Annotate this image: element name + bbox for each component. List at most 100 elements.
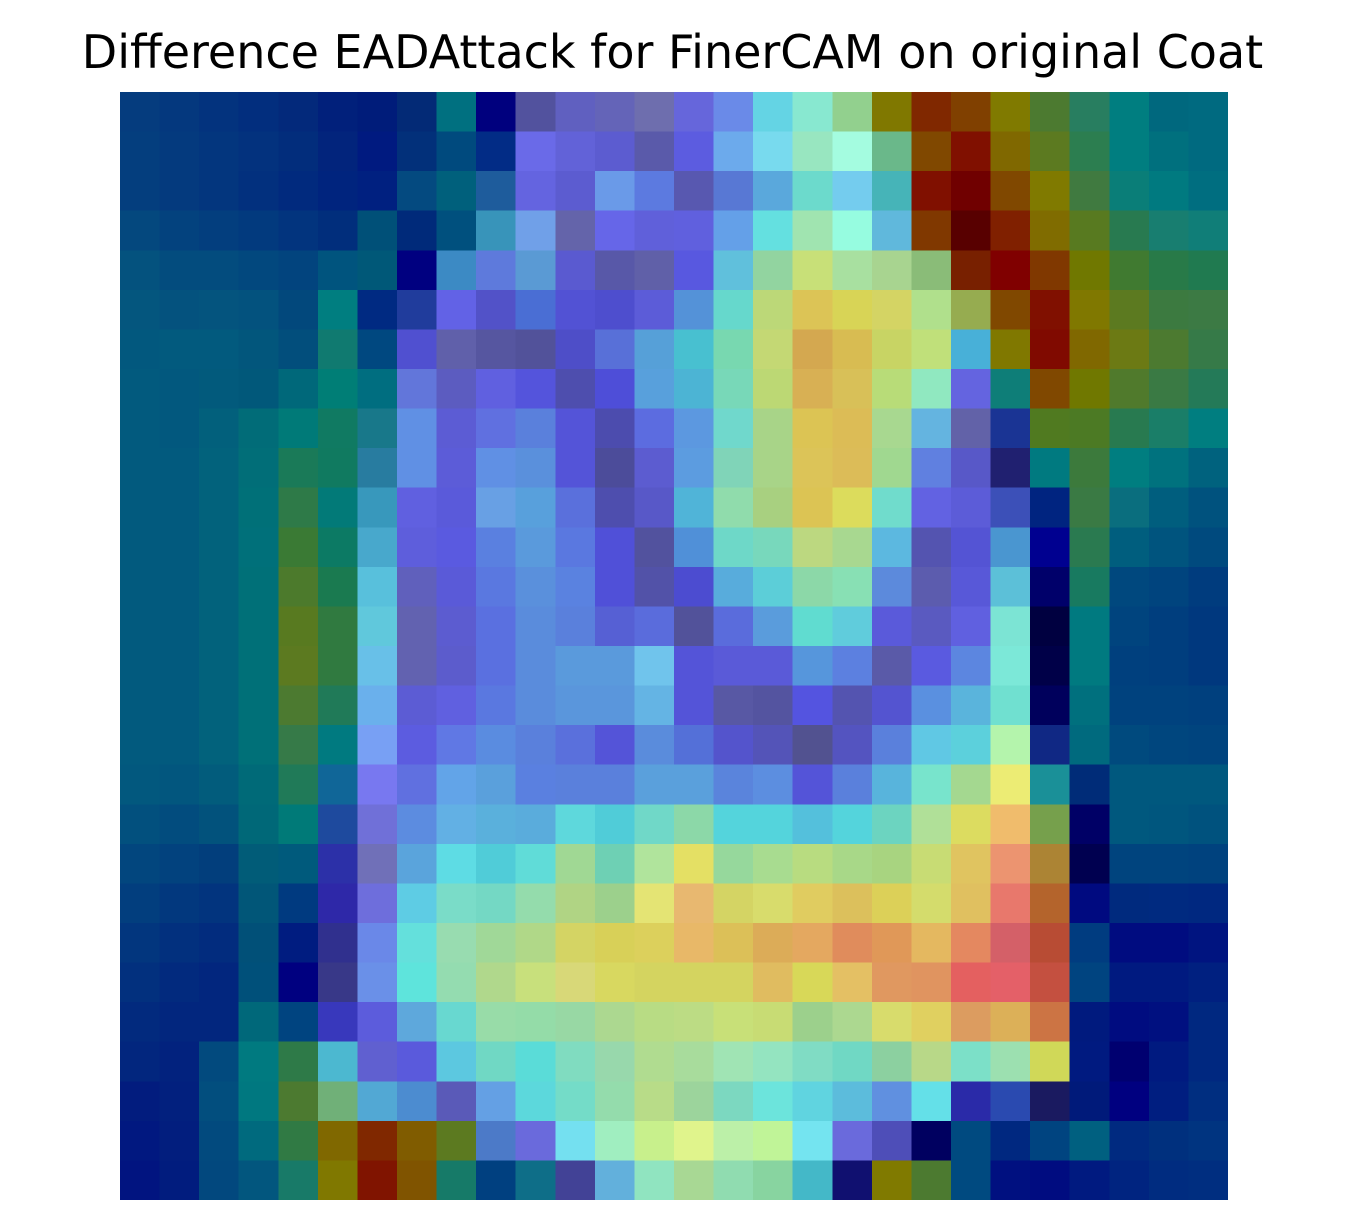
heatmap-cell	[951, 527, 992, 568]
heatmap-cell	[238, 329, 279, 370]
heatmap-cell	[159, 883, 200, 924]
heatmap-cell	[674, 527, 715, 568]
heatmap-cell	[1109, 1002, 1150, 1043]
heatmap-cell	[278, 566, 319, 608]
heatmap-cell	[555, 131, 596, 172]
heatmap-cell	[832, 685, 873, 726]
heatmap-cell	[990, 210, 1031, 251]
heatmap-cell	[1148, 764, 1190, 805]
heatmap-cell	[317, 1041, 359, 1082]
heatmap-cell	[436, 843, 477, 885]
heatmap-cell	[713, 448, 754, 489]
heatmap-cell	[594, 448, 636, 489]
heatmap-cell	[357, 843, 398, 885]
heatmap-cell	[120, 1081, 161, 1122]
heatmap-cell	[1069, 962, 1110, 1003]
heatmap-cell	[753, 923, 794, 964]
heatmap-cell	[1109, 92, 1150, 133]
heatmap-cell	[1069, 646, 1110, 687]
heatmap-cell	[634, 1041, 675, 1082]
heatmap-cell	[278, 131, 319, 172]
heatmap-cell	[317, 408, 359, 449]
heatmap-cell	[159, 210, 200, 251]
heatmap-cell	[753, 487, 794, 528]
heatmap-cell	[594, 646, 636, 687]
heatmap-cell	[871, 883, 913, 924]
heatmap-cell	[1148, 408, 1190, 449]
heatmap-cell	[1069, 923, 1110, 964]
heatmap-cell	[871, 131, 913, 172]
heatmap-cell	[1148, 448, 1190, 489]
heatmap-cell	[515, 685, 556, 726]
heatmap-cell	[871, 804, 913, 845]
heatmap-cell	[238, 131, 279, 172]
heatmap-cell	[357, 289, 398, 331]
heatmap-cell	[436, 210, 477, 251]
heatmap-cell	[317, 527, 359, 568]
heatmap-cell	[951, 289, 992, 331]
heatmap-cell	[357, 962, 398, 1003]
heatmap-cell	[159, 92, 200, 133]
heatmap-cell	[674, 369, 715, 410]
heatmap-cell	[317, 606, 359, 647]
heatmap-cell	[911, 725, 952, 766]
heatmap-cell	[357, 448, 398, 489]
heatmap-cell	[515, 369, 556, 410]
heatmap-cell	[515, 92, 556, 133]
heatmap-cell	[832, 527, 873, 568]
heatmap-cell	[753, 1120, 794, 1162]
heatmap-cell	[238, 606, 279, 647]
heatmap-cell	[1188, 171, 1228, 212]
heatmap-cell	[357, 1160, 398, 1200]
heatmap-cell	[1148, 1160, 1190, 1200]
heatmap-cell	[753, 646, 794, 687]
heatmap-cell	[1148, 883, 1190, 924]
heatmap-cell	[317, 962, 359, 1003]
heatmap-cell	[594, 250, 636, 291]
heatmap-cell	[832, 1002, 873, 1043]
heatmap-cell	[357, 527, 398, 568]
heatmap-cell	[397, 369, 438, 410]
heatmap-cell	[159, 804, 200, 845]
heatmap-cell	[594, 329, 636, 370]
heatmap-cell	[278, 369, 319, 410]
heatmap-cell	[674, 725, 715, 766]
heatmap-cell	[832, 131, 873, 172]
heatmap-cell	[990, 843, 1031, 885]
heatmap-cell	[832, 289, 873, 331]
heatmap-cell	[515, 210, 556, 251]
heatmap-cell	[397, 646, 438, 687]
heatmap-cell	[317, 685, 359, 726]
heatmap-cell	[436, 883, 477, 924]
heatmap-cell	[1148, 289, 1190, 331]
heatmap-cell	[911, 1041, 952, 1082]
heatmap-cell	[753, 289, 794, 331]
heatmap-cell	[713, 962, 754, 1003]
heatmap-cell	[871, 92, 913, 133]
heatmap-cell	[199, 92, 240, 133]
heatmap-cell	[990, 408, 1031, 449]
heatmap-cell	[317, 448, 359, 489]
heatmap-cell	[1109, 1160, 1150, 1200]
heatmap-cell	[476, 92, 517, 133]
heatmap-cell	[990, 92, 1031, 133]
heatmap-cell	[911, 646, 952, 687]
heatmap-cell	[199, 804, 240, 845]
heatmap	[120, 92, 1228, 1200]
heatmap-cell	[317, 725, 359, 766]
heatmap-cell	[634, 210, 675, 251]
heatmap-cell	[634, 289, 675, 331]
heatmap-cell	[594, 210, 636, 251]
heatmap-cell	[594, 725, 636, 766]
heatmap-cell	[753, 685, 794, 726]
heatmap-cell	[951, 843, 992, 885]
heatmap-cell	[753, 329, 794, 370]
heatmap-cell	[1030, 487, 1071, 528]
heatmap-cell	[436, 764, 477, 805]
heatmap-cell	[990, 804, 1031, 845]
heatmap-cell	[990, 685, 1031, 726]
heatmap-cell	[1030, 92, 1071, 133]
heatmap-cell	[120, 527, 161, 568]
heatmap-cell	[317, 566, 359, 608]
heatmap-cell	[792, 92, 833, 133]
